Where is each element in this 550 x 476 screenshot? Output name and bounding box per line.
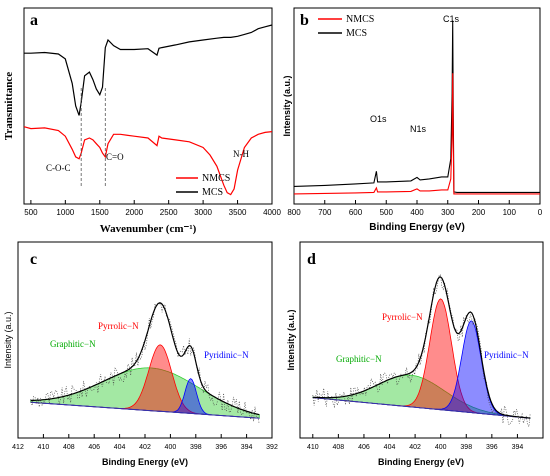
baseline-line [312, 397, 531, 419]
panel-b: 800 700 600 500 400 300 200 100 0 b NMCS MCS O1s… [282, 7, 543, 233]
legend-label-mcs: MCS [346, 28, 367, 39]
annotation-co: C=O [106, 152, 124, 162]
panel-label: b [300, 12, 309, 29]
x-axis-label: Binding Energy (eV) [369, 222, 465, 233]
x-tick-label: 500 [380, 208, 394, 217]
legend: NMCS MCS [176, 173, 230, 198]
annotation-c1s: C1s [443, 14, 460, 24]
x-tick-label: 3500 [229, 208, 247, 217]
peak-label-graphitic: Graphitic−N [336, 354, 382, 364]
y-axis-label: Intensity (a.u.) [3, 311, 13, 368]
x-tick-label: 0 [538, 208, 543, 217]
x-tick-label: 394 [512, 444, 524, 451]
y-axis-label: Transmittance [3, 72, 15, 140]
x-tick-label: 3000 [194, 208, 212, 217]
panel-c: 412 410 408 406 404 402 400 398 396 394 392 c Pyrr… [3, 241, 278, 467]
x-tick-label: 1500 [91, 208, 109, 217]
x-tick-label: 200 [472, 208, 486, 217]
x-tick-label: 406 [88, 444, 100, 451]
plot-frame [299, 241, 544, 439]
x-tick-label: 1000 [56, 208, 74, 217]
series-line-mcs [24, 24, 273, 116]
peak-label-pyridinic: Pyridinic−N [484, 350, 529, 360]
x-tick-label: 404 [114, 444, 126, 451]
annotation-coc: C-O-C [46, 163, 71, 173]
y-axis-label: Intensity (a.u.) [282, 75, 292, 136]
x-axis-label: Binding Energy (eV) [102, 457, 188, 467]
y-axis-label: Intensity (a.u.) [286, 309, 296, 370]
panel-label: a [30, 12, 38, 29]
plot-area: 500 1000 1500 2000 2500 3000 3500 4000 [23, 24, 281, 217]
x-tick-label: 100 [503, 208, 517, 217]
plot-area: 412 410 408 406 404 402 400 398 396 394 392 [12, 302, 278, 451]
x-tick-label: 800 [287, 208, 301, 217]
legend-label-mcs: MCS [202, 187, 223, 198]
legend-label-nmcs: NMCS [202, 173, 230, 184]
x-tick-label: 4000 [263, 208, 281, 217]
peak-label-pyridinic: Pyridinic−N [204, 350, 249, 360]
x-tick-label: 406 [358, 444, 370, 451]
plot-area: 410 408 406 404 402 400 398 396 394 [307, 274, 531, 451]
peak-label-pyrrolic: Pyrrolic−N [382, 312, 423, 322]
x-tick-label: 398 [190, 444, 202, 451]
x-tick-label: 500 [24, 208, 38, 217]
x-tick-label: 2000 [125, 208, 143, 217]
x-tick-label: 600 [349, 208, 363, 217]
x-tick-label: 300 [441, 208, 455, 217]
x-tick-label: 396 [215, 444, 227, 451]
x-tick-label: 400 [410, 208, 424, 217]
x-tick-label: 700 [318, 208, 332, 217]
plot-area: 800 700 600 500 400 300 200 100 0 [287, 20, 543, 217]
legend-label-nmcs: NMCS [346, 14, 374, 25]
panel-label: c [30, 251, 37, 268]
peak-label-graphitic: Graphitic−N [50, 339, 96, 349]
x-tick-label: 400 [165, 444, 177, 451]
x-tick-label: 408 [63, 444, 75, 451]
x-tick-label: 394 [241, 444, 253, 451]
x-tick-label: 402 [139, 444, 151, 451]
series-line-nmcs [23, 126, 273, 196]
x-axis-label: Wavenumber (cm⁻¹) [100, 223, 197, 235]
annotation-o1s: O1s [370, 114, 387, 124]
fit-envelope-line [312, 276, 531, 419]
x-tick-label: 396 [486, 444, 498, 451]
x-tick-label: 392 [266, 444, 278, 451]
x-tick-label: 398 [460, 444, 472, 451]
annotation-n1s: N1s [410, 124, 427, 134]
plot-frame [293, 7, 541, 205]
legend: NMCS MCS [318, 14, 374, 39]
x-tick-label: 400 [435, 444, 447, 451]
fit-envelope-line [30, 302, 260, 416]
series-line-nmcs [293, 73, 540, 195]
x-tick-label: 408 [333, 444, 345, 451]
x-tick-label: 410 [38, 444, 50, 451]
x-tick-label: 404 [384, 444, 396, 451]
peak-label-pyrrolic: Pyrrolic−N [98, 321, 139, 331]
x-tick-label: 410 [307, 444, 319, 451]
x-tick-label: 412 [12, 444, 24, 451]
x-axis-label: Binding Energy (eV) [378, 457, 464, 467]
series-line-mcs [293, 20, 540, 193]
x-tick-label: 2500 [160, 208, 178, 217]
x-tick-label: 402 [409, 444, 421, 451]
panel-d: 410 408 406 404 402 400 398 396 394 d Pyrrolic−N… [286, 241, 544, 467]
raw-data-line [312, 274, 531, 429]
baseline-line [30, 401, 260, 419]
annotation-nh: N-H [233, 149, 249, 159]
panel-a: 500 1000 1500 2000 2500 3000 3500 4000 a C-O-C … [3, 7, 281, 235]
panel-label: d [307, 251, 316, 268]
plot-frame [23, 7, 273, 205]
